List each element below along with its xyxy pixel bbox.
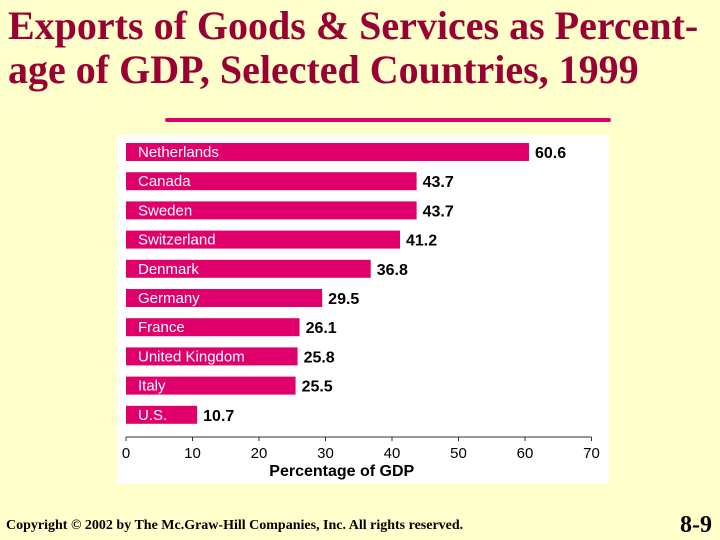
x-tick-label: 30 <box>317 445 334 462</box>
bar-value-label: 29.5 <box>328 291 359 308</box>
bar-6 <box>126 318 300 337</box>
bar-value-label: 26.1 <box>306 320 337 337</box>
x-tick-label: 50 <box>450 445 467 462</box>
bar-value-label: 10.7 <box>203 408 234 425</box>
bar-1 <box>126 172 417 191</box>
x-tick-label: 60 <box>517 445 534 462</box>
bar-chart: Netherlands 60.6 Canada 43.7 Sweden 43.7 Switz… <box>122 143 600 480</box>
bar-8 <box>126 376 296 395</box>
x-tick-label: 0 <box>122 445 130 462</box>
bar-category-label: Italy <box>138 378 166 395</box>
bar-0 <box>126 143 529 161</box>
bar-value-label: 36.8 <box>377 262 408 279</box>
bar-9 <box>126 405 198 424</box>
bar-category-label: France <box>138 319 185 336</box>
bar-value-label: 25.5 <box>302 379 333 396</box>
bar-value-label: 43.7 <box>423 174 454 191</box>
slide-title: Exports of Goods & Services as Percent- … <box>8 4 708 92</box>
bar-3 <box>126 230 400 249</box>
bar-category-label: United Kingdom <box>138 348 245 365</box>
bar-category-label: Switzerland <box>138 232 216 249</box>
x-tick-label: 20 <box>251 445 268 462</box>
bar-category-label: Germany <box>138 290 200 307</box>
bar-value-label: 25.8 <box>304 349 335 366</box>
bar-category-label: Netherlands <box>138 144 219 161</box>
bar-category-label: Sweden <box>138 202 192 219</box>
x-tick-label: 70 <box>583 445 600 462</box>
x-tick-label: 40 <box>384 445 401 462</box>
copyright-footer: Copyright © 2002 by The Mc.Graw-Hill Com… <box>6 518 464 533</box>
x-axis-title: Percentage of GDP <box>269 463 414 480</box>
x-tick-label: 10 <box>184 445 201 462</box>
title-divider <box>165 118 611 122</box>
slide-title-line-1: Exports of Goods & Services as Percent- <box>8 3 699 48</box>
bar-category-label: U.S. <box>138 407 167 424</box>
bar-5 <box>126 289 323 307</box>
bar-value-label: 43.7 <box>423 203 454 220</box>
bar-7 <box>126 347 298 366</box>
bar-2 <box>126 201 417 220</box>
bar-category-label: Canada <box>138 173 191 190</box>
slide-title-line-2: age of GDP, Selected Countries, 1999 <box>8 47 639 92</box>
bar-category-label: Denmark <box>138 261 199 278</box>
bar-value-label: 41.2 <box>406 233 437 250</box>
bar-4 <box>126 259 371 278</box>
slide-number: 8-9 <box>680 512 712 538</box>
bar-value-label: 60.6 <box>535 145 566 162</box>
chart-panel: Netherlands 60.6 Canada 43.7 Sweden 43.7 Switz… <box>117 135 609 484</box>
